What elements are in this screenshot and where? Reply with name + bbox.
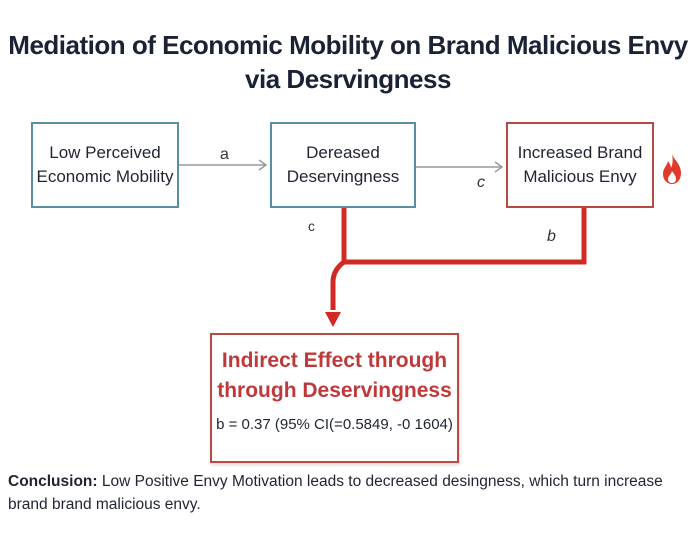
indirect-effect-title: Indirect Effect through through Deservin… (212, 346, 457, 406)
conclusion-label: Conclusion: (8, 473, 98, 490)
conclusion-body: Low Positive Envy Motivation leads to de… (8, 473, 663, 513)
indirect-effect-box: Indirect Effect through through Deservin… (210, 333, 459, 463)
node-m-line-2: Deservingness (286, 167, 400, 186)
path-label-c-prime: c (308, 218, 315, 234)
indirect-title-line-2: through Deservingness (217, 379, 452, 402)
title-line-2: via Desrvingness (245, 64, 451, 94)
path-label-a: a (220, 146, 229, 163)
flame-icon (663, 154, 681, 184)
node-y-line-2: Malicious Envy (523, 167, 637, 186)
node-m-line-1: Dereased (306, 143, 380, 162)
node-x-line-1: Low Perceived (49, 143, 161, 162)
node-low-economic-mobility: Low Perceived Economic Mobility (31, 122, 179, 208)
red-path-indirect (330, 259, 346, 310)
title-line-1: Mediation of Economic Mobility on Brand … (8, 30, 688, 60)
path-label-c: c (477, 174, 485, 191)
node-decreased-deservingness: Dereased Deservingness (270, 122, 416, 208)
node-y-line-1: Increased Brand (517, 143, 643, 162)
conclusion-text: Conclusion: Low Positive Envy Motivation… (8, 470, 678, 516)
indirect-effect-stat: b = 0.37 (95% CI(=0.5849, -0 1604) (216, 416, 453, 433)
path-label-b: b (547, 228, 556, 245)
indirect-title-line-1: Indirect Effect through (221, 349, 448, 372)
node-x-line-2: Economic Mobility (36, 167, 174, 186)
node-brand-malicious-envy: Increased Brand Malicious Envy (506, 122, 654, 208)
red-arrowhead (325, 312, 341, 327)
red-path-b (341, 208, 587, 265)
diagram-title: Mediation of Economic Mobility on Brand … (0, 28, 696, 96)
